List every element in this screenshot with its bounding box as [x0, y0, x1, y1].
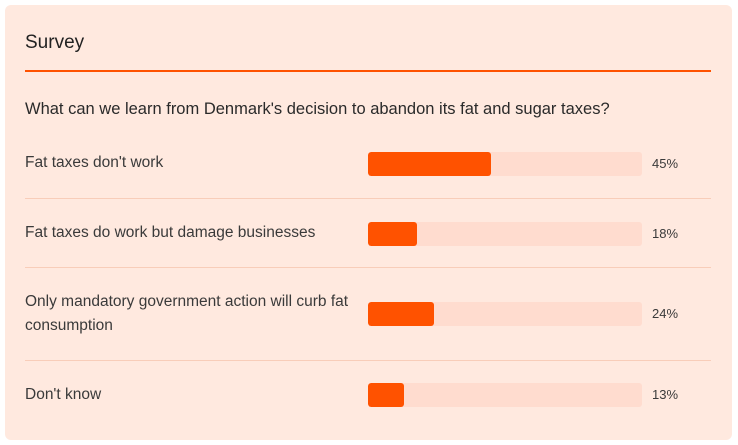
- option-label: Fat taxes don't work: [25, 154, 164, 171]
- result-bar-fill: [368, 302, 434, 326]
- result-bar-track: [368, 222, 642, 246]
- percent-value: 24%: [652, 306, 679, 321]
- survey-question: What can we learn from Denmark's decisio…: [25, 100, 610, 118]
- option-divider: [25, 360, 711, 361]
- title-divider: [25, 70, 711, 72]
- option-label: Don't know: [25, 386, 102, 403]
- survey-title: Survey: [25, 32, 85, 53]
- result-bar-fill: [368, 222, 418, 246]
- result-bar-fill: [368, 152, 492, 176]
- result-bar-track: [368, 152, 642, 176]
- option-label: Only mandatory government action will cu…: [25, 293, 349, 334]
- percent-value: 13%: [652, 387, 679, 402]
- percent-value: 45%: [652, 156, 679, 171]
- percent-value: 18%: [652, 226, 679, 241]
- option-divider: [25, 198, 711, 199]
- option-label: Fat taxes do work but damage businesses: [25, 224, 316, 241]
- option-divider: [25, 267, 711, 268]
- result-bar-fill: [368, 383, 404, 407]
- survey-card: Survey What can we learn from Denmark's …: [5, 5, 732, 440]
- result-bar-track: [368, 302, 642, 326]
- result-bar-track: [368, 383, 642, 407]
